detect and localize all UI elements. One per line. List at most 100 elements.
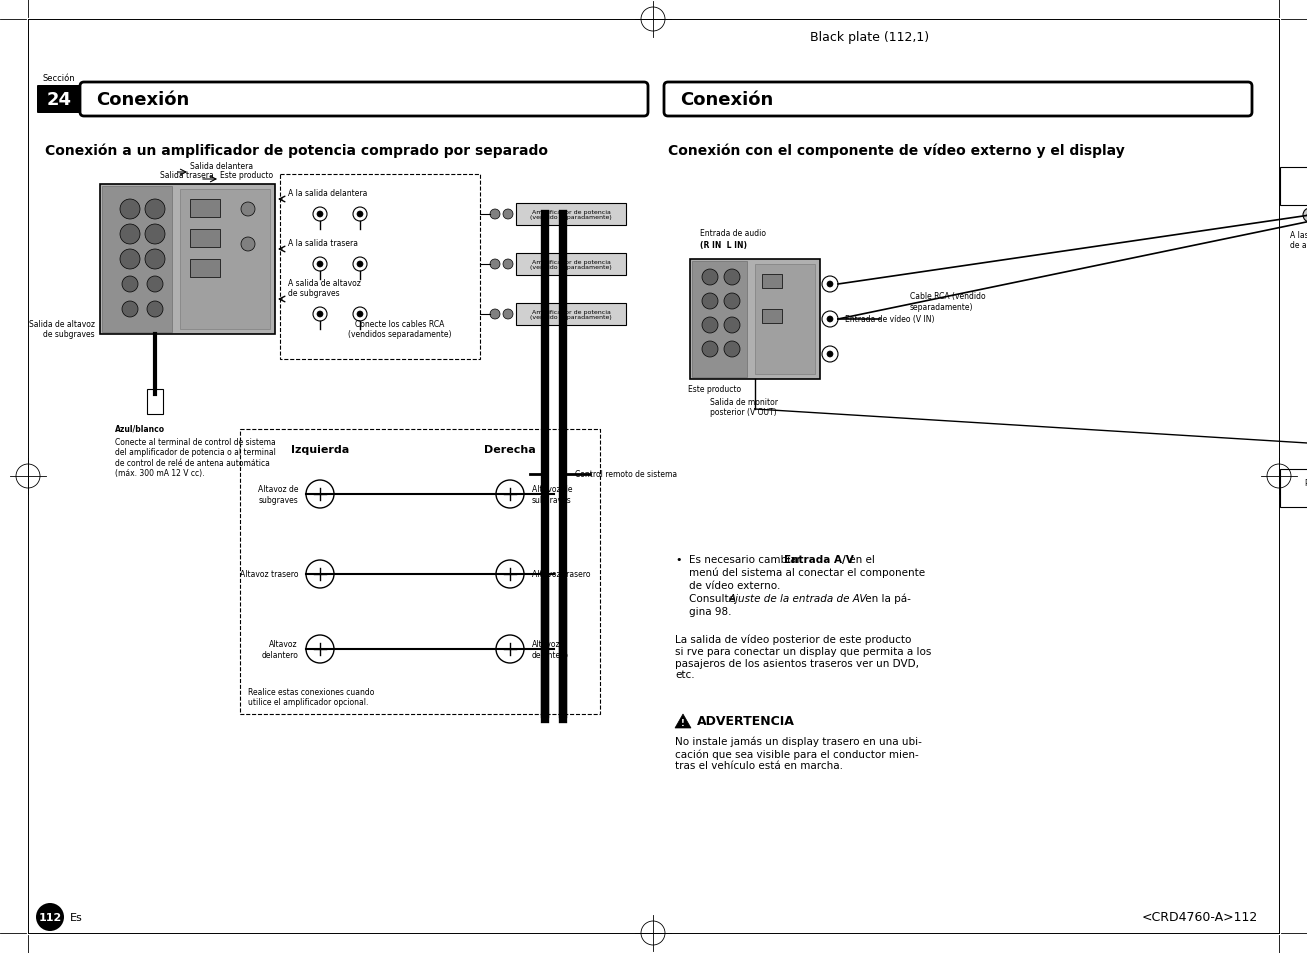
- Text: Salida trasera: Salida trasera: [159, 171, 214, 180]
- Text: Salida de altavoz
de subgraves: Salida de altavoz de subgraves: [29, 319, 95, 339]
- Text: Altavoz trasero: Altavoz trasero: [239, 570, 298, 578]
- Text: Sección: Sección: [43, 74, 76, 83]
- Circle shape: [353, 257, 367, 272]
- Text: Amplificador de potencia
(vendido separadamente): Amplificador de potencia (vendido separa…: [531, 259, 612, 270]
- Circle shape: [120, 225, 140, 245]
- Circle shape: [318, 262, 323, 268]
- Text: Es: Es: [71, 912, 82, 923]
- Bar: [280, 174, 480, 359]
- Text: Conecte los cables RCA
(vendidos separadamente): Conecte los cables RCA (vendidos separad…: [348, 319, 452, 339]
- Bar: [180, 190, 271, 330]
- Text: Este producto: Este producto: [220, 171, 273, 180]
- Text: Pantalla con tomas de entrada RCA
(vendida separadamente): Pantalla con tomas de entrada RCA (vendi…: [1304, 478, 1307, 498]
- Text: !: !: [681, 719, 685, 728]
- Text: Entrada de vídeo (V IN): Entrada de vídeo (V IN): [846, 315, 935, 324]
- Text: gina 98.: gina 98.: [689, 606, 732, 617]
- Text: <CRD4760-A>112: <CRD4760-A>112: [1142, 910, 1259, 923]
- Circle shape: [827, 282, 833, 288]
- Bar: [190, 230, 220, 248]
- Circle shape: [353, 308, 367, 322]
- Text: A salida de altavoz
de subgraves: A salida de altavoz de subgraves: [288, 278, 361, 297]
- Bar: [762, 274, 782, 289]
- Text: Conexión: Conexión: [680, 91, 774, 109]
- Text: Altavoz
delantero: Altavoz delantero: [261, 639, 298, 659]
- Circle shape: [145, 225, 165, 245]
- Circle shape: [312, 208, 327, 222]
- Circle shape: [495, 480, 524, 509]
- Bar: [190, 260, 220, 277]
- Text: Altavoz trasero: Altavoz trasero: [532, 570, 591, 578]
- Text: de vídeo externo.: de vídeo externo.: [689, 580, 780, 590]
- Text: Azul/blanco: Azul/blanco: [115, 424, 165, 434]
- Bar: [1280, 168, 1307, 206]
- Circle shape: [503, 260, 514, 270]
- Circle shape: [145, 200, 165, 220]
- Circle shape: [306, 480, 335, 509]
- Circle shape: [146, 276, 163, 293]
- Text: 24: 24: [47, 91, 72, 109]
- FancyBboxPatch shape: [37, 86, 81, 113]
- Text: Altavoz
delantero: Altavoz delantero: [532, 639, 569, 659]
- Circle shape: [503, 310, 514, 319]
- Bar: [516, 204, 626, 226]
- Circle shape: [822, 347, 838, 363]
- Bar: [146, 390, 163, 415]
- Text: Entrada A/V: Entrada A/V: [784, 555, 853, 564]
- Circle shape: [146, 302, 163, 317]
- Bar: [691, 262, 748, 377]
- Bar: [101, 185, 274, 335]
- Circle shape: [490, 210, 501, 220]
- Circle shape: [240, 203, 255, 216]
- Bar: [762, 310, 782, 324]
- Bar: [1280, 470, 1307, 507]
- Circle shape: [822, 312, 838, 328]
- Text: Derecha: Derecha: [484, 444, 536, 455]
- Text: Conexión con el componente de vídeo externo y el display: Conexión con el componente de vídeo exte…: [668, 143, 1125, 157]
- Text: Salida de monitor
posterior (V OUT): Salida de monitor posterior (V OUT): [710, 397, 778, 417]
- Bar: [690, 260, 819, 379]
- Circle shape: [312, 308, 327, 322]
- Circle shape: [357, 212, 363, 218]
- Bar: [516, 253, 626, 275]
- Text: Ajuste de la entrada de AV: Ajuste de la entrada de AV: [729, 594, 868, 603]
- Text: A la salida delantera: A la salida delantera: [288, 189, 367, 198]
- FancyBboxPatch shape: [80, 83, 648, 117]
- Text: Amplificador de potencia
(vendido separadamente): Amplificador de potencia (vendido separa…: [531, 310, 612, 320]
- Circle shape: [490, 260, 501, 270]
- Circle shape: [357, 262, 363, 268]
- Text: Conexión: Conexión: [95, 91, 190, 109]
- Text: (R IN  L IN): (R IN L IN): [701, 241, 748, 250]
- Circle shape: [1303, 209, 1307, 223]
- Circle shape: [306, 560, 335, 588]
- Circle shape: [122, 276, 139, 293]
- Circle shape: [724, 270, 740, 286]
- Circle shape: [702, 294, 718, 310]
- Circle shape: [122, 302, 139, 317]
- Polygon shape: [674, 714, 691, 728]
- Text: en la pá-: en la pá-: [863, 594, 911, 604]
- Text: Realice estas conexiones cuando
utilice el amplificador opcional.: Realice estas conexiones cuando utilice …: [248, 687, 374, 706]
- Bar: [102, 187, 173, 333]
- Circle shape: [145, 250, 165, 270]
- Circle shape: [702, 317, 718, 334]
- Circle shape: [490, 310, 501, 319]
- Circle shape: [822, 276, 838, 293]
- Circle shape: [306, 636, 335, 663]
- Text: 112: 112: [38, 912, 61, 923]
- Text: Altavoz de
subgraves: Altavoz de subgraves: [257, 485, 298, 504]
- Text: Altavoz de
subgraves: Altavoz de subgraves: [532, 485, 572, 504]
- Circle shape: [827, 316, 833, 323]
- Circle shape: [827, 352, 833, 357]
- Text: •: •: [674, 555, 681, 564]
- Text: en el: en el: [846, 555, 874, 564]
- Circle shape: [495, 560, 524, 588]
- FancyBboxPatch shape: [664, 83, 1252, 117]
- Bar: [240, 430, 600, 714]
- Circle shape: [724, 341, 740, 357]
- Text: A las salidas
de audio: A las salidas de audio: [1290, 231, 1307, 250]
- Circle shape: [702, 270, 718, 286]
- Text: Cable RCA (vendido
separadamente): Cable RCA (vendido separadamente): [910, 292, 985, 312]
- Text: Amplificador de potencia
(vendido separadamente): Amplificador de potencia (vendido separa…: [531, 210, 612, 220]
- Circle shape: [312, 257, 327, 272]
- Text: Control remoto de sistema: Control remoto de sistema: [575, 470, 677, 479]
